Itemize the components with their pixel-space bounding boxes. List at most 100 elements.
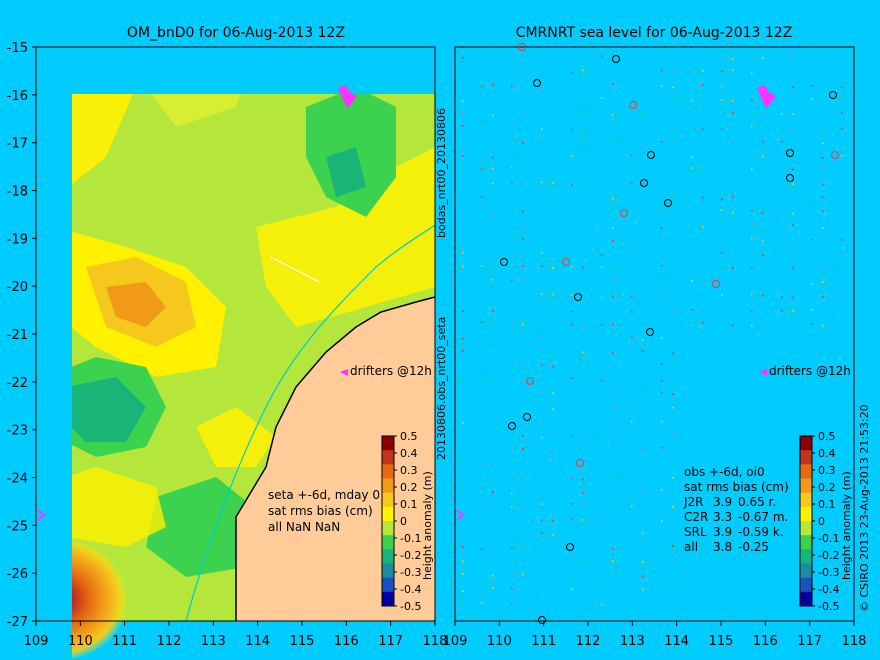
lon-tick-label: 118 (842, 634, 867, 649)
obs-dot (582, 139, 584, 142)
obs-dot (672, 352, 674, 355)
obs-dot (811, 98, 813, 100)
obs-dot (571, 406, 573, 408)
obs-circle (646, 328, 654, 336)
obs-dot (571, 447, 573, 450)
obs-dot (822, 226, 824, 229)
obs-circle (712, 280, 720, 288)
obs-dot (582, 69, 584, 72)
obs-circle (523, 413, 531, 421)
left-map: drifters @12h seta +-6d, mday 0 sat rms … (35, 46, 436, 660)
obs-dot (661, 420, 663, 423)
obs-dot (541, 349, 543, 352)
obs-dot (511, 378, 513, 381)
lat-tick-label: -17 (7, 137, 28, 152)
obs-dot (522, 477, 524, 479)
obs-dot (792, 309, 794, 312)
obs-dot (541, 519, 543, 522)
obs-dot (492, 83, 494, 86)
colorbar-tick-label: -0.3 (400, 566, 421, 579)
obs-dot (661, 520, 663, 522)
obs-dot (571, 294, 573, 296)
obs-dot (492, 336, 494, 339)
obs-dot (541, 142, 543, 144)
obs-dot (762, 212, 764, 214)
colorbar-swatch (382, 478, 394, 494)
obs-dot (601, 603, 603, 606)
obs-dot (811, 55, 813, 58)
lon-tick-label: 115 (290, 634, 315, 649)
obs-dot (481, 506, 483, 509)
obs-dot (612, 421, 614, 423)
obs-dot (612, 323, 614, 326)
obs-dot (582, 436, 584, 438)
obs-circle (518, 43, 526, 51)
obs-dot (642, 350, 644, 353)
obs-dot (481, 378, 483, 381)
obs-circle (612, 55, 620, 63)
obs-dot (571, 72, 573, 74)
obs-dot (612, 392, 614, 394)
obs-dot (481, 548, 483, 551)
lat-tick-label: -25 (7, 519, 28, 534)
colorbar-swatch (800, 464, 812, 479)
obs-dot (582, 266, 584, 268)
colorbar-tick-label: 0.4 (818, 447, 836, 460)
obs-dot (822, 142, 824, 145)
obs-dot (541, 336, 543, 339)
drifter-track (338, 85, 357, 108)
obs-dot (672, 520, 674, 523)
obs-dot (661, 237, 663, 240)
obs-dot (672, 476, 674, 479)
colorbar-swatch (382, 450, 394, 465)
obs-dot (691, 127, 693, 130)
obs-dot (552, 352, 554, 355)
obs-dot (661, 363, 663, 365)
obs-dot (732, 141, 734, 143)
obs-dot (541, 391, 543, 394)
obs-dot (762, 140, 764, 143)
obs-dot (582, 519, 584, 521)
colorbar-swatch (800, 535, 812, 550)
obs-dot (462, 349, 464, 352)
obs-dot (702, 128, 704, 131)
obs-dot (552, 450, 554, 452)
obs-dot (462, 56, 464, 59)
obs-dot (522, 141, 524, 144)
obs-dot (762, 321, 764, 323)
obs-dot (661, 293, 663, 296)
obs-dot (672, 545, 674, 547)
obs-dot (661, 85, 663, 87)
obs-dot (781, 141, 783, 143)
obs-circle (576, 459, 584, 467)
obs-dot (481, 420, 483, 423)
obs-dot (631, 296, 633, 298)
obs-dot (582, 448, 584, 451)
lon-tick-label: 109 (443, 634, 468, 649)
obs-dot (661, 226, 663, 229)
obs-dot (462, 112, 464, 114)
obs-dot (732, 267, 734, 269)
obs-dot (822, 210, 824, 212)
side-label-top: bodas_nrt00_20130806 (435, 108, 448, 238)
observation-markers (462, 43, 843, 624)
obs-dot (481, 405, 483, 408)
obs-dot (702, 310, 704, 313)
obs-dot (582, 323, 584, 326)
obs-dot (541, 531, 543, 534)
obs-dot (462, 379, 464, 382)
obs-dot (462, 167, 464, 169)
obs-dot (732, 69, 734, 71)
obs-dot (631, 265, 633, 267)
obs-dot (492, 279, 494, 281)
drifter-track (37, 509, 46, 521)
obs-dot (511, 308, 513, 310)
obs-dot (762, 155, 764, 158)
obs-dot (691, 309, 693, 311)
obs-dot (492, 519, 494, 521)
obs-dot (721, 252, 723, 254)
obs-dot (792, 156, 794, 159)
obs-dot (541, 475, 543, 477)
obs-dot (751, 168, 753, 171)
obs-dot (631, 335, 633, 338)
